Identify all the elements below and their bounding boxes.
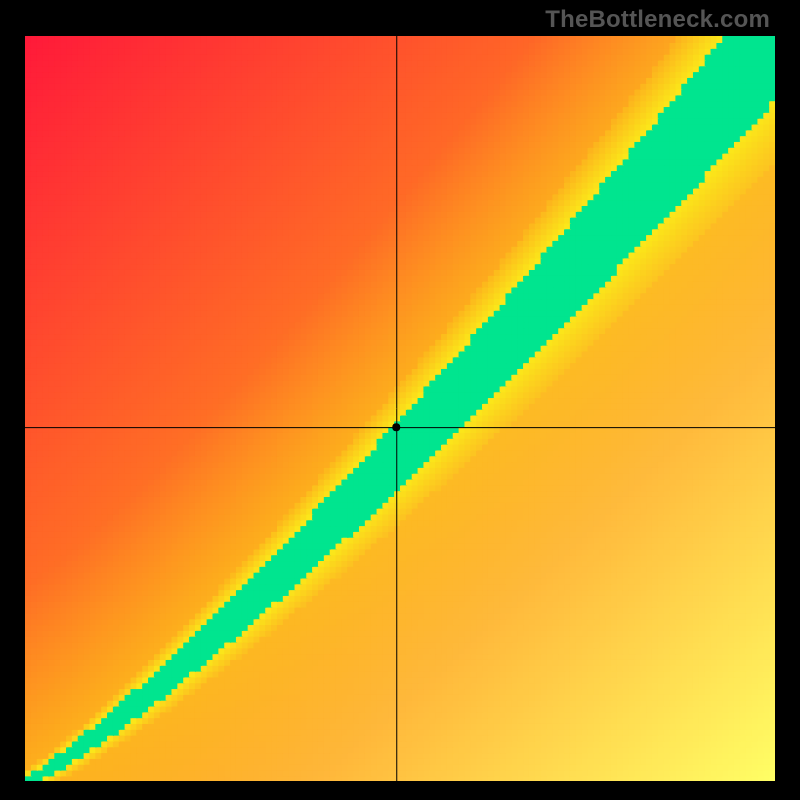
chart-container: { "watermark": { "text": "TheBottleneck.… <box>0 0 800 800</box>
watermark-text: TheBottleneck.com <box>545 6 770 34</box>
bottleneck-heatmap <box>25 36 775 781</box>
